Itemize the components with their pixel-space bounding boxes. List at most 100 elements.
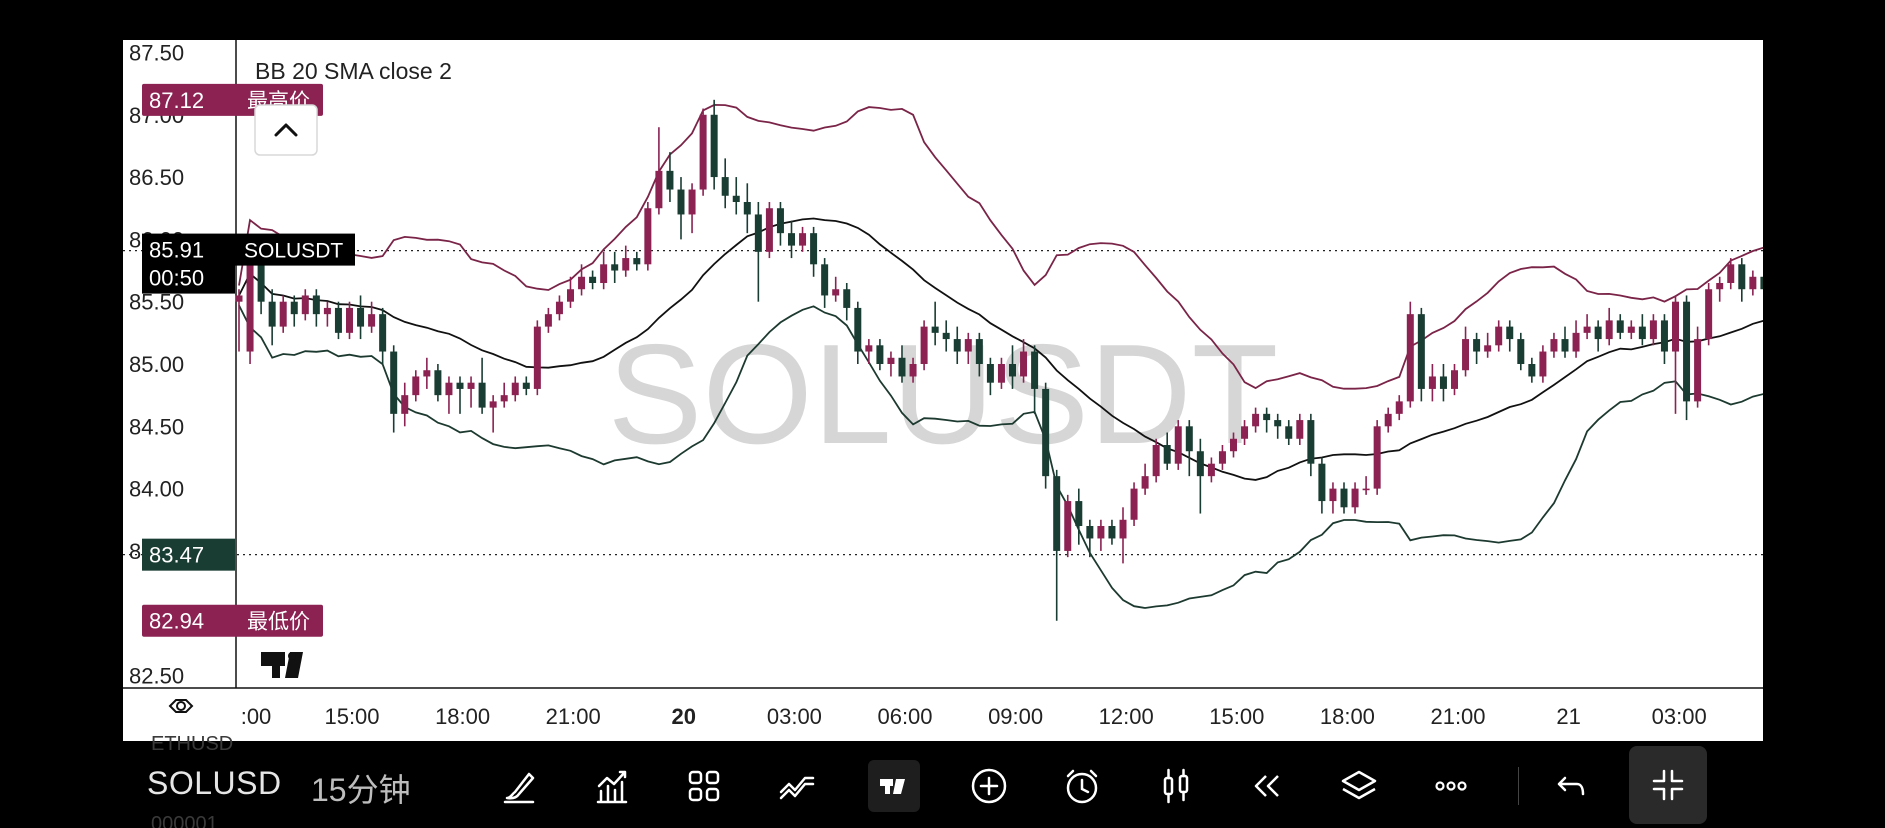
bar-replay-icon	[1163, 768, 1189, 804]
candle-body	[1738, 264, 1746, 290]
candle-body	[1539, 351, 1547, 377]
add-button[interactable]	[963, 760, 1015, 812]
undo-button[interactable]	[1545, 760, 1597, 812]
candle-body	[1517, 339, 1525, 364]
candle-body	[644, 208, 652, 265]
candle	[1672, 295, 1679, 414]
chart-frame[interactable]: SOLUSDT 87.5087.0086.5086.0085.5085.0084…	[123, 40, 1763, 828]
reference-price-value: 83.47	[149, 543, 204, 568]
candle	[1638, 314, 1646, 346]
candle-body	[578, 276, 586, 290]
time-tick: 21:00	[546, 704, 601, 729]
layout-button[interactable]	[678, 760, 730, 812]
rewind-button[interactable]	[1241, 760, 1293, 812]
candle-body	[246, 251, 254, 352]
candle	[1749, 270, 1757, 296]
indicator-label[interactable]: BB 20 SMA close 2	[255, 58, 452, 84]
toolbar-divider	[1518, 767, 1519, 805]
candle-body	[909, 364, 917, 377]
candle-body	[1020, 351, 1028, 377]
candle-body	[721, 177, 729, 196]
candle-body	[257, 251, 265, 302]
candle	[1207, 457, 1215, 483]
candle	[555, 295, 563, 321]
candle	[1705, 283, 1713, 346]
settings-icon[interactable]	[168, 699, 194, 713]
candle-body	[390, 351, 398, 414]
candle-body	[478, 382, 486, 408]
candle	[567, 276, 574, 308]
candle-body	[1252, 413, 1260, 427]
candle	[1141, 463, 1149, 495]
candle-body	[1263, 413, 1271, 421]
candle	[1727, 258, 1735, 290]
candle-body	[500, 395, 508, 402]
time-tick: :00	[241, 704, 272, 729]
candle-body	[688, 189, 696, 215]
candle	[268, 289, 276, 346]
candle-body	[268, 301, 276, 327]
layers-button[interactable]	[1333, 760, 1385, 812]
candle-body	[732, 195, 740, 202]
candle-body	[1318, 463, 1326, 502]
fullscreen-exit-button[interactable]	[1629, 746, 1707, 824]
low-price-label: 最低价	[247, 610, 310, 634]
price-tick: 84.00	[129, 477, 184, 502]
time-tick: 21:00	[1430, 704, 1485, 729]
bar-replay-button[interactable]	[1150, 760, 1202, 812]
indicators-button[interactable]	[586, 760, 638, 812]
candle	[1484, 332, 1492, 358]
candle	[611, 251, 619, 283]
time-tick: 03:00	[1652, 704, 1707, 729]
candle	[1428, 364, 1436, 402]
candle	[1241, 420, 1249, 445]
candle-body	[1439, 376, 1447, 389]
candle	[434, 364, 442, 402]
candle	[533, 320, 541, 396]
candle-body	[589, 276, 597, 283]
more-icon	[1435, 781, 1467, 791]
more-button[interactable]	[1425, 760, 1477, 812]
candle-body	[931, 326, 939, 333]
candle-body	[1119, 519, 1127, 539]
interval-button[interactable]: 15分钟	[311, 772, 411, 808]
candle	[500, 382, 508, 408]
candle	[1163, 432, 1171, 470]
candle-body	[1572, 332, 1580, 352]
candle-body	[1296, 420, 1304, 439]
candle-body	[1550, 339, 1558, 352]
candle-body	[456, 382, 464, 389]
candle-body	[1362, 488, 1370, 491]
candle	[1495, 320, 1503, 352]
candle	[1760, 276, 1763, 290]
collapse-legend-button[interactable]	[254, 104, 318, 156]
tradingview-button[interactable]	[868, 760, 920, 812]
candle-body	[1097, 526, 1105, 539]
candle	[600, 251, 608, 290]
candle	[1395, 395, 1403, 421]
candle-body	[843, 289, 851, 308]
candle	[953, 326, 961, 364]
candle	[799, 226, 807, 252]
low-price-marker-bg	[142, 604, 323, 637]
brush-button[interactable]	[493, 760, 545, 812]
candle	[732, 177, 740, 215]
alert-button[interactable]	[1056, 760, 1108, 812]
time-scale-bg	[123, 689, 1763, 741]
bb-upper-line	[238, 103, 1763, 390]
chart-canvas[interactable]: SOLUSDT 87.5087.0086.5086.0085.5085.0084…	[123, 40, 1763, 741]
candle-body	[754, 214, 762, 252]
candle	[909, 357, 917, 383]
compare-button[interactable]	[771, 760, 823, 812]
candle-body	[290, 301, 298, 315]
candle-body	[1285, 426, 1293, 439]
time-scale[interactable]: :00 15:00 18:00 21:00 20 03:00 06:00 09:00 12:00…	[241, 704, 1707, 729]
candle	[1616, 314, 1624, 340]
candle	[1174, 420, 1182, 470]
candle-body	[1594, 326, 1602, 340]
candle	[832, 276, 840, 302]
candle-body	[533, 326, 541, 389]
candle	[346, 301, 353, 340]
symbol-button[interactable]: SOLUSD	[147, 765, 282, 801]
